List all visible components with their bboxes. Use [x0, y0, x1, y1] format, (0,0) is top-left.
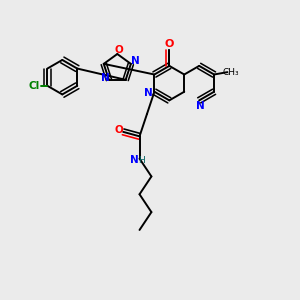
Text: CH₃: CH₃: [223, 68, 239, 76]
Text: O: O: [165, 39, 174, 49]
Text: N: N: [144, 88, 153, 98]
Text: H: H: [138, 156, 145, 165]
Text: O: O: [114, 44, 123, 55]
Text: N: N: [196, 101, 204, 111]
Text: N: N: [130, 155, 139, 165]
Text: Cl: Cl: [29, 81, 40, 91]
Text: N: N: [101, 73, 110, 83]
Text: O: O: [114, 125, 123, 135]
Text: N: N: [131, 56, 140, 66]
